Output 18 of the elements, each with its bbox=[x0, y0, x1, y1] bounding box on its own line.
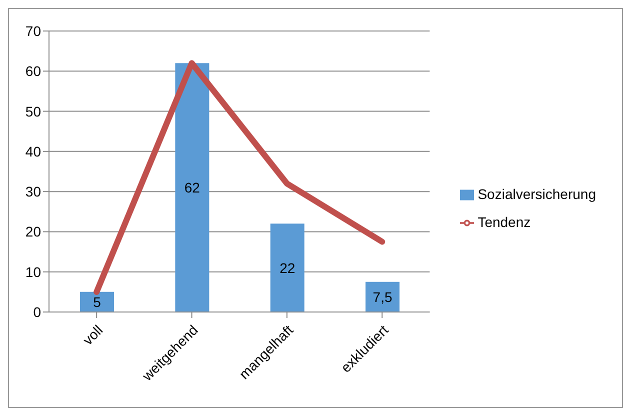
data-label: 62 bbox=[184, 180, 200, 196]
y-tick-label: 30 bbox=[25, 184, 42, 200]
data-label: 22 bbox=[280, 260, 296, 276]
bar bbox=[270, 224, 304, 312]
legend-label: Tendenz bbox=[478, 214, 531, 230]
bar bbox=[366, 282, 400, 312]
y-tick-label: 10 bbox=[25, 264, 42, 280]
data-label: 7,5 bbox=[372, 288, 392, 305]
y-tick-label: 70 bbox=[25, 22, 42, 39]
y-tick-label: 0 bbox=[33, 304, 42, 320]
legend-label: Sozialversicherung bbox=[478, 186, 596, 202]
y-tick-label: 20 bbox=[25, 224, 42, 240]
y-tick-label: 60 bbox=[25, 63, 42, 80]
data-label: 5 bbox=[93, 294, 102, 310]
bar bbox=[175, 63, 210, 312]
x-tick-label: voll bbox=[80, 322, 106, 348]
y-tick-label: 40 bbox=[25, 143, 42, 160]
y-tick-label: 50 bbox=[25, 103, 42, 120]
